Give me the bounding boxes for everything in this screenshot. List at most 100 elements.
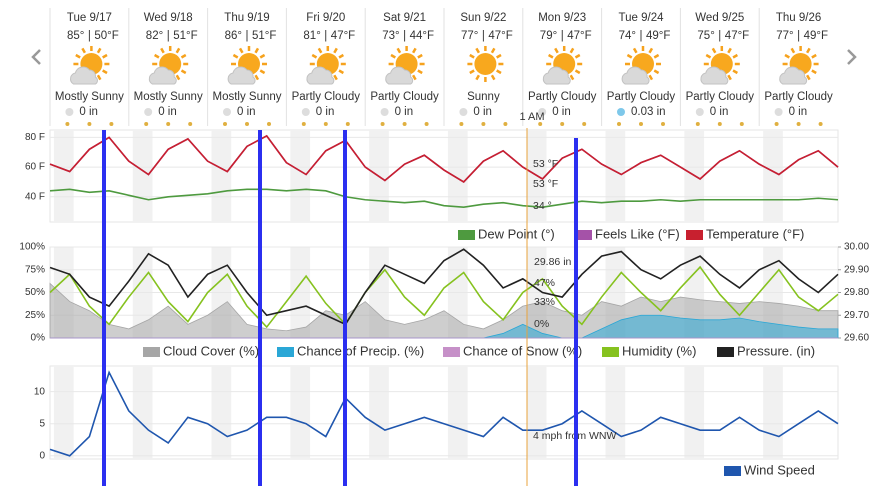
legend-label: Feels Like (°F)	[595, 226, 680, 241]
condition: Partly Cloudy	[292, 91, 361, 103]
high-temp: 73°	[382, 30, 399, 42]
precip: 0 in	[158, 106, 177, 118]
sun-ray	[259, 53, 266, 59]
day-label: Thu 9/19	[224, 12, 269, 24]
sun-ray	[469, 53, 475, 59]
sun-ray	[96, 47, 102, 54]
sun-dot	[109, 122, 114, 126]
sun-ray	[648, 47, 654, 54]
high-temp: 77°	[776, 30, 793, 42]
sun-ray	[648, 74, 654, 81]
sun-ray	[390, 53, 396, 59]
sun-ray	[554, 47, 559, 54]
day-label: Tue 9/17	[67, 12, 112, 24]
condition: Partly Cloudy	[686, 91, 755, 103]
high-temp: 82°	[146, 30, 163, 42]
sun-dot	[223, 122, 227, 126]
legend-label: Dew Point (°)	[478, 226, 555, 241]
precip: 0 in	[473, 106, 492, 118]
sun-ray	[338, 53, 345, 59]
night-band	[290, 366, 311, 459]
sun-ray	[317, 47, 323, 54]
prev-arrow[interactable]	[31, 49, 41, 65]
low-temp: 51°F	[173, 30, 197, 42]
precip-icon	[459, 108, 468, 116]
sun-dot	[538, 122, 543, 126]
sun-dot	[661, 122, 665, 126]
sun-ray	[412, 47, 417, 54]
legend-swatch	[277, 347, 294, 357]
separator: |	[482, 30, 485, 42]
sun-ray	[254, 74, 260, 81]
y-tick-label: 0	[39, 450, 45, 461]
sun-ray	[790, 47, 796, 54]
day-label: Sat 9/21	[383, 12, 426, 24]
sun-ray	[727, 47, 732, 54]
sun-dot	[459, 122, 464, 126]
cloud	[148, 66, 177, 85]
separator: |	[797, 30, 800, 42]
day-label: Tue 9/24	[619, 12, 665, 24]
precip: 0.03 in	[631, 106, 666, 118]
low-temp: 51°F	[252, 30, 276, 42]
night-band	[132, 130, 153, 222]
condition: Partly Cloudy	[764, 91, 833, 103]
night-band	[53, 366, 74, 459]
sun-ray	[175, 47, 181, 54]
y-tick-label: 25%	[25, 310, 45, 321]
weather-icon	[306, 46, 346, 85]
precip: 0 in	[710, 106, 729, 118]
weather-icon	[385, 46, 425, 85]
legend-swatch	[443, 347, 460, 357]
sun-ray	[806, 74, 811, 81]
weather-icon	[542, 46, 583, 85]
night-band	[763, 366, 783, 459]
low-temp: 49°F	[646, 30, 670, 42]
y2-tick-label: 29.70	[844, 310, 869, 321]
sun-ray	[574, 53, 581, 59]
sun-ray	[180, 69, 187, 75]
sun-ray	[653, 69, 660, 75]
sun-ray	[811, 53, 817, 59]
night-band	[763, 130, 783, 222]
sun-ray	[732, 69, 739, 75]
hover-annotation: 53 °F	[533, 158, 558, 170]
sun-dot	[560, 122, 565, 126]
sun-ray	[496, 69, 502, 75]
low-temp: 44°F	[410, 30, 434, 42]
sun-ray	[175, 74, 181, 81]
sun-dot	[380, 122, 385, 126]
cloud	[227, 66, 256, 85]
condition: Mostly Sunny	[212, 91, 281, 103]
weather-icon	[621, 46, 661, 85]
sun-dot	[166, 122, 171, 126]
high-temp: 86°	[225, 30, 242, 42]
sun-ray	[574, 69, 581, 75]
precip: 0 in	[789, 106, 808, 118]
sun-ray	[311, 53, 318, 59]
y-tick-label: 5	[39, 418, 45, 429]
precip: 0 in	[237, 106, 256, 118]
plot-area	[49, 129, 839, 223]
day-label: Fri 9/20	[306, 12, 345, 24]
legend-swatch	[602, 347, 619, 357]
sun-ray	[238, 47, 244, 54]
sun-ray	[232, 53, 239, 59]
condition: Partly Cloudy	[607, 91, 676, 103]
separator: |	[246, 30, 249, 42]
low-temp: 47°F	[331, 30, 355, 42]
next-arrow[interactable]	[847, 49, 857, 65]
day-label: Sun 9/22	[460, 12, 506, 24]
precip-icon	[144, 108, 153, 116]
day-label: Wed 9/18	[144, 12, 193, 24]
cloud	[542, 66, 571, 85]
cloud	[779, 66, 808, 85]
line	[49, 370, 839, 457]
y-tick-label: 80 F	[25, 132, 45, 143]
weather-icon	[700, 46, 740, 85]
condition: Mostly Sunny	[55, 91, 124, 103]
charts: 40 F 60 F 80 F Dew Point (°) Feels Like (°F)…	[19, 129, 869, 477]
sun-ray	[417, 53, 423, 59]
